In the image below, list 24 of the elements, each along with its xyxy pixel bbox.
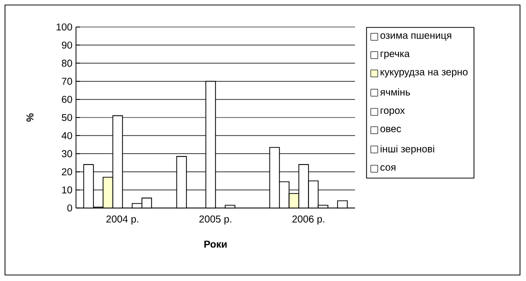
y-tick-label: 100 [56,23,72,31]
y-tick-label: 0 [67,204,72,212]
y-tick-label: 30 [62,150,72,158]
y-tick-label: 60 [62,96,72,103]
legend-label: овес [380,126,402,132]
legend-label: гречка [380,52,410,60]
legend-label: озима пшениця [380,33,452,41]
y-tick-label: 70 [62,78,72,85]
y-tick-label: 90 [62,42,72,49]
y-tick-label: 10 [62,186,72,194]
x-tick-label: 2004 р. [106,216,138,225]
legend-label: горох [380,108,405,116]
y-tick-label: 80 [62,60,72,67]
legend-label: ячмінь [380,88,410,96]
y-tick-label: 20 [62,168,72,176]
y-tick-label: 40 [62,132,72,140]
y-axis-title: % [26,113,34,122]
x-axis-title: Роки [204,240,227,248]
legend-label: кукурудза на зерно [380,70,468,78]
x-tick-label: 2006 р. [292,216,324,225]
legend-label: соя [380,165,396,171]
y-tick-label: 50 [62,114,72,122]
x-tick-label: 2005 р. [199,216,232,225]
legend-label: інші зернові [380,145,434,154]
